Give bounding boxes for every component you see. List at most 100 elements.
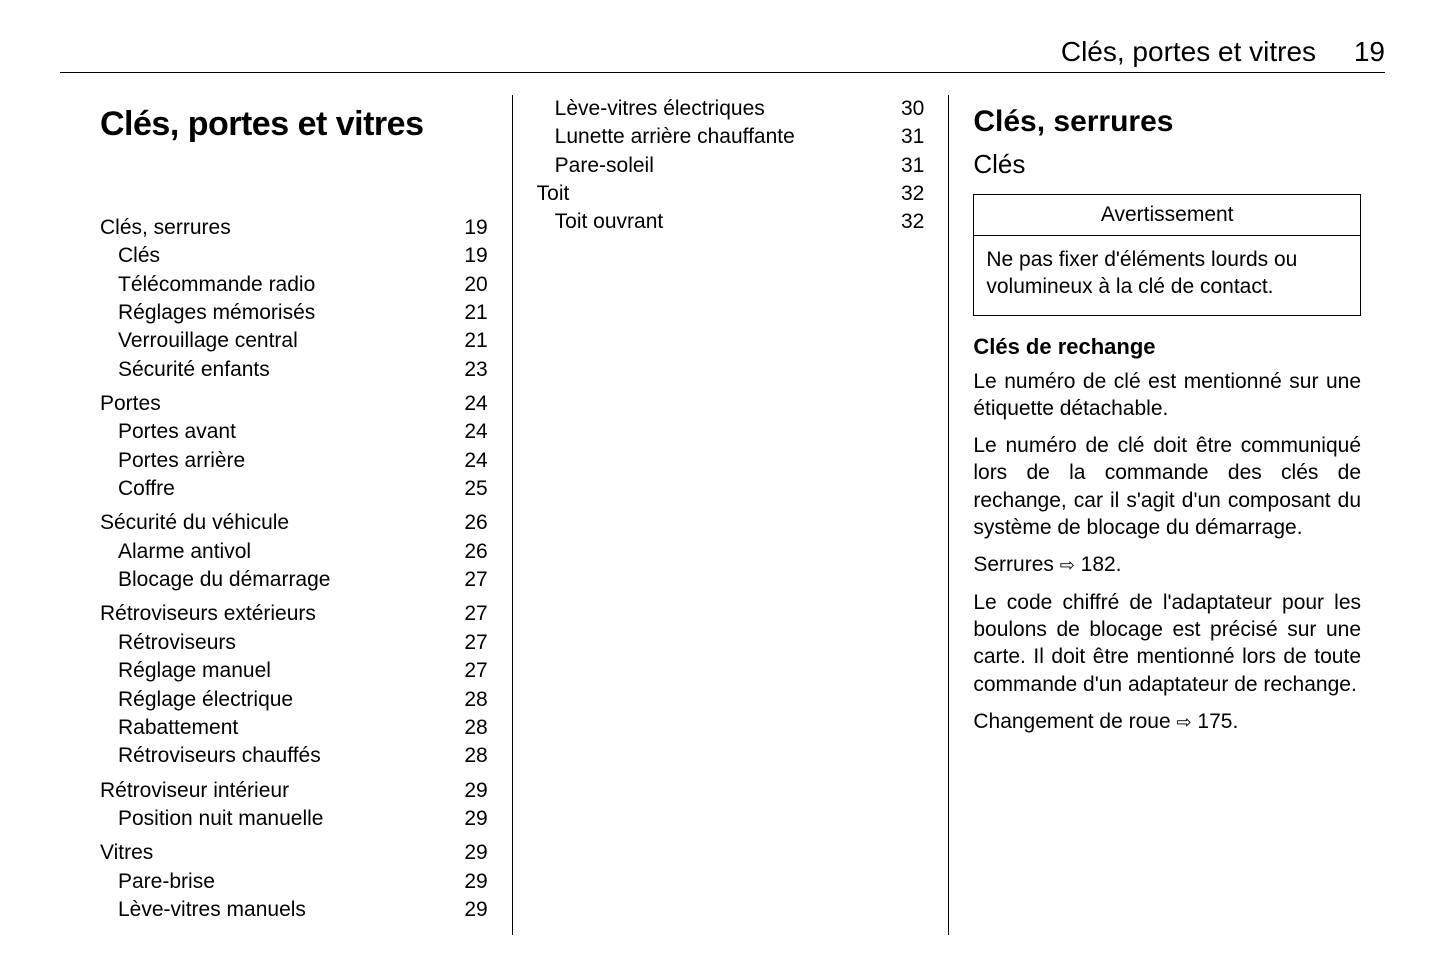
- toc-label: Portes: [100, 390, 161, 418]
- toc-label: Sécurité du véhicule: [100, 509, 289, 537]
- toc-page: 28: [460, 714, 487, 742]
- toc-label: Verrouillage central: [118, 327, 298, 355]
- toc-subitem: Réglage électrique 28: [100, 686, 488, 714]
- toc-label: Alarme antivol: [118, 538, 251, 566]
- running-head-page: 19: [1354, 36, 1385, 67]
- toc-list-2: Lève-vitres électriques30Lunette arrière…: [537, 95, 925, 237]
- page-ref-icon: ⇨: [1176, 711, 1191, 734]
- toc-page: 21: [460, 327, 487, 355]
- toc-subitem: Rétroviseurs27: [100, 629, 488, 657]
- running-head-title: Clés, portes et vitres: [1061, 36, 1316, 67]
- toc-page: 29: [460, 839, 487, 867]
- paragraph-ref: Changement de roue ⇨ 175.: [973, 708, 1361, 735]
- toc-subitem: Rabattement 28: [100, 714, 488, 742]
- toc-subitem: Portes arrière24: [100, 447, 488, 475]
- toc-page: 32: [897, 208, 924, 236]
- toc-subitem: Clés 19: [100, 242, 488, 270]
- subsection-title: Clés: [973, 149, 1361, 180]
- page-ref-icon: ⇨: [1060, 554, 1075, 577]
- ref-text: Serrures: [973, 553, 1059, 576]
- toc-item: Sécurité du véhicule 26: [100, 509, 488, 537]
- toc-label: Toit: [537, 180, 570, 208]
- toc-group: Sécurité du véhicule26Alarme antivol26Bl…: [100, 509, 488, 594]
- toc-label: Rétroviseur intérieur: [100, 777, 289, 805]
- toc-page: 25: [460, 475, 487, 503]
- toc-group: Rétroviseurs extérieurs27Rétroviseurs27R…: [100, 600, 488, 770]
- toc-page: 27: [460, 600, 487, 628]
- toc-label: Réglage électrique: [118, 686, 293, 714]
- columns: Clés, portes et vitres Clés, serrures19C…: [100, 95, 1385, 935]
- toc-page: 28: [460, 742, 487, 770]
- toc-page: 24: [460, 418, 487, 446]
- toc-label: Pare-brise: [118, 868, 215, 896]
- toc-list-1: Clés, serrures19Clés19Télécommande radio…: [100, 214, 488, 924]
- paragraph: Le numéro de clé doit être communi­qué l…: [973, 432, 1361, 541]
- toc-page: 19: [460, 214, 487, 242]
- toc-subitem: Rétroviseurs chauffés 28: [100, 742, 488, 770]
- toc-label: Lève-vitres électriques: [555, 95, 765, 123]
- toc-page: 29: [460, 805, 487, 833]
- toc-subitem: Lunette arrière chauffante 31: [537, 123, 925, 151]
- toc-label: Lunette arrière chauffante: [555, 123, 795, 151]
- toc-label: Sécurité enfants: [118, 356, 270, 384]
- toc-subitem: Coffre 25: [100, 475, 488, 503]
- toc-label: Clés, serrures: [100, 214, 231, 242]
- section-title: Clés, serrures: [973, 105, 1361, 139]
- toc-page: 27: [460, 566, 487, 594]
- toc-page: 19: [460, 242, 487, 270]
- toc-label: Réglage manuel: [118, 657, 271, 685]
- toc-page: 24: [460, 447, 487, 475]
- warning-box: Avertissement Ne pas fixer d'éléments lo…: [973, 194, 1361, 316]
- toc-subitem: Lève-vitres électriques30: [537, 95, 925, 123]
- toc-item: Rétroviseur intérieur 29: [100, 777, 488, 805]
- header-rule: [60, 72, 1385, 73]
- column-3: Clés, serrures Clés Avertissement Ne pas…: [948, 95, 1385, 935]
- toc-item: Portes24: [100, 390, 488, 418]
- ref-page: 175.: [1197, 710, 1238, 733]
- toc-item: Rétroviseurs extérieurs 27: [100, 600, 488, 628]
- column-2: Lève-vitres électriques30Lunette arrière…: [512, 95, 949, 935]
- toc-page: 26: [460, 538, 487, 566]
- toc-label: Rétroviseurs chauffés: [118, 742, 321, 770]
- toc-label: Rétroviseurs: [118, 629, 236, 657]
- toc-page: 28: [460, 686, 487, 714]
- chapter-title: Clés, portes et vitres: [100, 105, 488, 144]
- toc-subitem: Pare-soleil 31: [537, 152, 925, 180]
- toc-page: 31: [897, 123, 924, 151]
- toc-group: Toit 32Toit ouvrant32: [537, 180, 925, 237]
- manual-page: Clés, portes et vitres 19 Clés, portes e…: [0, 0, 1445, 965]
- toc-subitem: Blocage du démarrage27: [100, 566, 488, 594]
- column-1: Clés, portes et vitres Clés, serrures19C…: [100, 95, 512, 935]
- toc-label: Portes avant: [118, 418, 236, 446]
- toc-item: Clés, serrures 19: [100, 214, 488, 242]
- toc-label: Télécommande radio: [118, 271, 315, 299]
- toc-label: Position nuit manuelle: [118, 805, 323, 833]
- toc-subitem: Alarme antivol 26: [100, 538, 488, 566]
- running-head: Clés, portes et vitres 19: [1061, 36, 1385, 68]
- toc-subitem: Réglages mémorisés21: [100, 299, 488, 327]
- toc-subitem: Télécommande radio20: [100, 271, 488, 299]
- toc-page: 27: [460, 657, 487, 685]
- toc-label: Coffre: [118, 475, 175, 503]
- toc-page: 32: [897, 180, 924, 208]
- toc-item: Vitres29: [100, 839, 488, 867]
- paragraph-ref: Serrures ⇨ 182.: [973, 551, 1361, 578]
- toc-page: 29: [460, 777, 487, 805]
- toc-label: Rétroviseurs extérieurs: [100, 600, 316, 628]
- toc-subitem: Pare-brise 29: [100, 868, 488, 896]
- toc-subitem: Toit ouvrant32: [537, 208, 925, 236]
- toc-page: 31: [897, 152, 924, 180]
- toc-label: Clés: [118, 242, 160, 270]
- toc-page: 29: [460, 896, 487, 924]
- toc-subitem: Sécurité enfants23: [100, 356, 488, 384]
- toc-page: 29: [460, 868, 487, 896]
- warning-heading: Avertissement: [974, 195, 1360, 236]
- toc-page: 26: [460, 509, 487, 537]
- toc-item: Toit 32: [537, 180, 925, 208]
- toc-subitem: Lève-vitres manuels29: [100, 896, 488, 924]
- toc-group: Vitres29Pare-brise29Lève-vitres manuels2…: [100, 839, 488, 924]
- toc-label: Rabattement: [118, 714, 238, 742]
- toc-group: Clés, serrures19Clés19Télécommande radio…: [100, 214, 488, 384]
- toc-label: Pare-soleil: [555, 152, 654, 180]
- toc-subitem: Réglage manuel 27: [100, 657, 488, 685]
